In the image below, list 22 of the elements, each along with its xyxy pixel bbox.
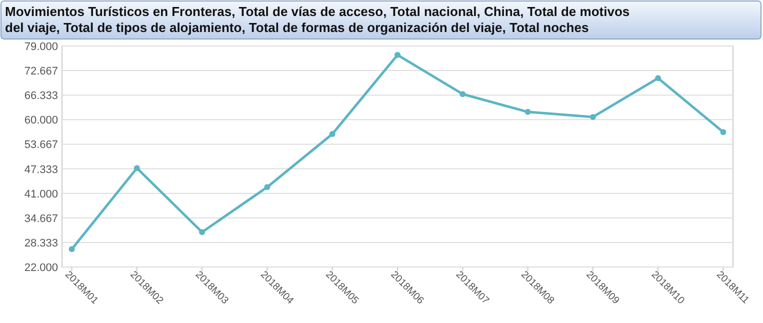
point (68, 246, 75, 252)
point (524, 108, 531, 115)
point (655, 75, 662, 82)
point (199, 229, 206, 236)
chart-title: Movimientos Turísticos en Fronteras, Total de vías de acceso, Total nacional, China, Total de motivos del viaje, Total de tipos de alojamiento, Total de formas de organización del viaje, Total noches (5, 4, 630, 35)
point (329, 131, 336, 138)
point (590, 114, 596, 120)
y-tick-label: 79.000 (24, 41, 58, 53)
y-tick-label: 47.333 (24, 164, 58, 176)
point (460, 91, 466, 98)
point (134, 165, 140, 172)
point (264, 184, 270, 190)
point (720, 129, 726, 136)
y-tick-label: 53.667 (24, 139, 58, 152)
y-tick-label: 22.000 (24, 262, 58, 274)
y-tick-label: 34.667 (24, 212, 58, 225)
y-tick-label: 66.333 (24, 90, 58, 102)
y-tick-label: 41.000 (24, 188, 58, 200)
y-tick-label: 60.000 (24, 114, 58, 127)
point (394, 52, 400, 58)
y-tick-label: 28.333 (24, 237, 58, 250)
y-tick-label: 72.667 (24, 66, 58, 78)
